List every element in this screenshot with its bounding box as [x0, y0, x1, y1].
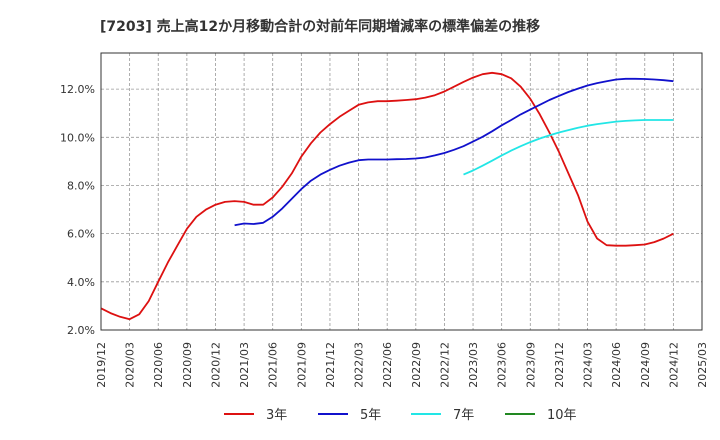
x-tick-label: 2024/03	[582, 342, 595, 388]
legend-label: 5年	[360, 408, 381, 423]
x-tick-label: 2023/09	[524, 342, 537, 388]
x-tick-label: 2021/06	[267, 342, 280, 388]
x-axis: 2019/12 2020/03 2020/06 2020/09 2020/12 2021/…	[95, 342, 709, 388]
x-tick-label: 2021/12	[324, 342, 337, 388]
grid	[100, 53, 703, 331]
y-tick-label: 10.0%	[60, 131, 95, 144]
series-lines	[100, 71, 674, 321]
series-line	[463, 119, 674, 176]
x-tick-label: 2024/09	[639, 342, 652, 388]
x-tick-label: 2019/12	[95, 342, 108, 388]
y-tick-label: 12.0%	[60, 83, 95, 96]
x-tick-label: 2022/12	[438, 342, 451, 388]
x-tick-label: 2022/06	[381, 342, 394, 388]
x-tick-label: 2024/06	[610, 342, 623, 388]
x-tick-label: 2021/03	[238, 342, 251, 388]
series-line	[100, 71, 674, 321]
chart-title: [7203] 売上高12か月移動合計の対前年同期増減率の標準偏差の推移	[100, 18, 540, 35]
x-tick-label: 2022/09	[410, 342, 423, 388]
y-tick-label: 4.0%	[67, 276, 95, 289]
y-tick-label: 8.0%	[67, 179, 95, 192]
x-tick-label: 2020/03	[124, 342, 137, 388]
x-tick-label: 2020/12	[209, 342, 222, 388]
legend-label: 10年	[547, 408, 577, 423]
x-tick-label: 2020/09	[181, 342, 194, 388]
y-tick-label: 6.0%	[67, 228, 95, 241]
x-tick-label: 2020/06	[152, 342, 165, 388]
legend-label: 3年	[266, 408, 287, 423]
series-line	[234, 77, 674, 227]
y-tick-label: 2.0%	[67, 324, 95, 337]
x-tick-label: 2021/09	[295, 342, 308, 388]
x-tick-label: 2024/12	[667, 342, 680, 388]
legend-label: 7年	[453, 408, 474, 423]
legend: 3年 5年 7年 10年	[224, 408, 577, 423]
x-tick-label: 2022/03	[353, 342, 366, 388]
x-tick-label: 2023/12	[553, 342, 566, 388]
x-tick-label: 2025/03	[696, 342, 709, 388]
x-tick-label: 2023/03	[467, 342, 480, 388]
y-axis: 2.0% 4.0% 6.0% 8.0% 10.0% 12.0%	[60, 83, 95, 337]
x-tick-label: 2023/06	[496, 342, 509, 388]
plot-border	[100, 52, 703, 331]
